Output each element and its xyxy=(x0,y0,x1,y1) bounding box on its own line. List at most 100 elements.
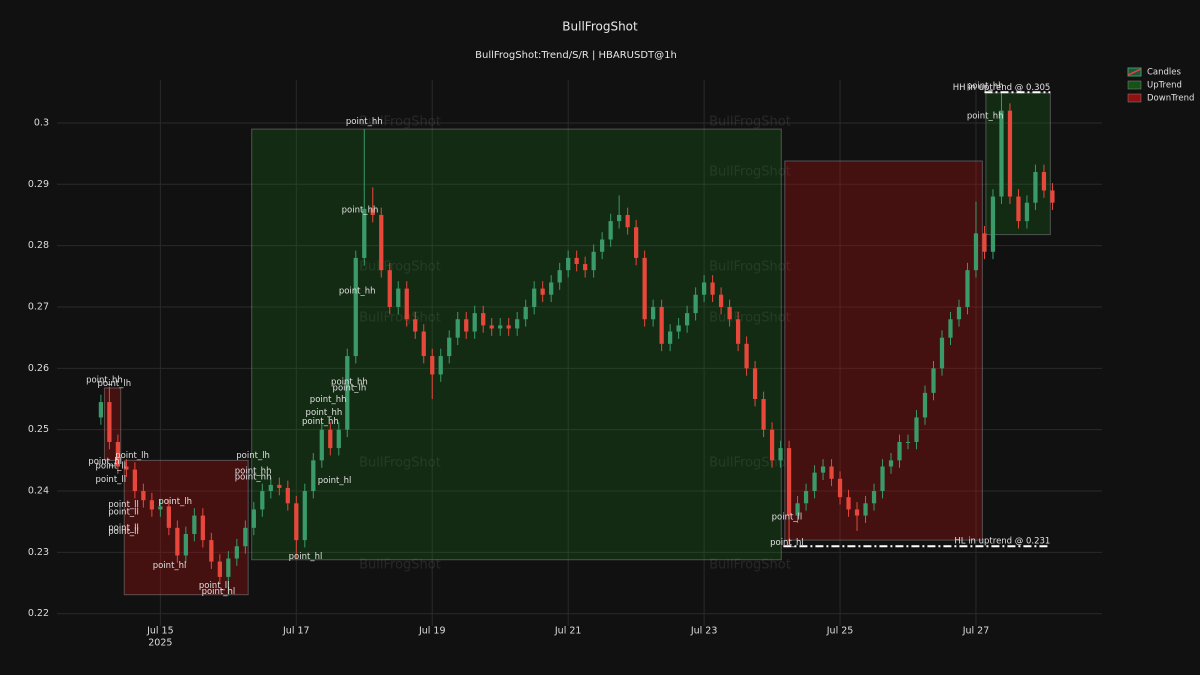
point-annotation: point_hh xyxy=(235,466,272,476)
candle-body xyxy=(684,313,690,326)
x-tick-label: Jul 27 xyxy=(962,626,990,637)
legend-swatch xyxy=(1127,93,1142,103)
candle-body xyxy=(888,460,894,467)
watermark: BullFrogShot xyxy=(359,115,441,130)
candle-body xyxy=(447,337,452,357)
y-tick-label: 0.3 xyxy=(34,117,49,128)
candle-body xyxy=(498,325,503,329)
candle-body xyxy=(226,558,231,577)
candle-body xyxy=(939,337,945,369)
candle-body xyxy=(141,491,146,501)
point-annotation: point_ll xyxy=(108,500,139,510)
candle-body xyxy=(931,368,936,393)
candle-body xyxy=(438,356,443,375)
x-tick-label: Jul 19 xyxy=(418,626,446,637)
point-annotation: point_hl xyxy=(153,561,187,571)
candle-body xyxy=(701,282,707,295)
candle-body xyxy=(362,208,367,258)
point-annotation: point_lh xyxy=(98,379,132,389)
chart-subtitle: BullFrogShot:Trend/S/R | HBARUSDT@1h xyxy=(475,50,677,61)
candle-body xyxy=(251,509,256,528)
point-annotation: point_hh xyxy=(331,377,368,387)
candle-body xyxy=(752,368,758,400)
legend-swatch xyxy=(1127,68,1142,76)
candle-body xyxy=(591,251,596,271)
candle-body xyxy=(566,257,571,271)
candle-body xyxy=(1024,202,1030,222)
candle-body xyxy=(345,356,350,430)
candle-body xyxy=(880,466,885,492)
candle-body xyxy=(693,294,698,314)
chart-title: BullFrogShot xyxy=(562,20,638,34)
point-annotation: point_hh xyxy=(306,408,343,418)
point-annotation: point_hh xyxy=(967,82,1004,92)
level-label: HL in uptrend @ 0.231 xyxy=(954,537,1050,547)
candle-body xyxy=(192,515,197,534)
candle-body xyxy=(965,270,970,307)
point-annotation: point_hh xyxy=(302,417,339,427)
candle-body xyxy=(1016,196,1021,222)
candle-body xyxy=(481,313,486,326)
point-annotation: point_ll xyxy=(108,527,139,537)
candle-body xyxy=(506,325,511,329)
candle-body xyxy=(999,110,1004,197)
candle-body xyxy=(98,402,104,418)
y-tick-label: 0.24 xyxy=(28,486,49,497)
candle-body xyxy=(149,500,154,510)
point-annotation: point_hh xyxy=(967,112,1004,122)
candle-body xyxy=(540,288,545,295)
candle-body xyxy=(294,503,299,541)
candle-body xyxy=(735,319,741,344)
candle-body xyxy=(234,546,239,559)
candle-body xyxy=(617,214,622,222)
watermark: BullFrogShot xyxy=(709,165,791,180)
watermark: BullFrogShot xyxy=(359,311,441,326)
candle-body xyxy=(667,331,673,344)
candle-body xyxy=(837,478,843,498)
point-annotation: point_hl xyxy=(289,552,323,562)
legend-item: Candles xyxy=(1127,67,1182,78)
y-tick-label: 0.28 xyxy=(28,240,49,251)
candle-body xyxy=(676,325,681,332)
candle-body xyxy=(642,257,647,320)
x-tick-label: Jul 23 xyxy=(690,626,718,637)
candle-body xyxy=(175,527,180,556)
candle-body xyxy=(727,306,732,320)
candle-body xyxy=(922,392,928,418)
candle-body xyxy=(786,448,792,516)
candle-body xyxy=(574,257,579,265)
candle-body xyxy=(285,487,290,504)
candle-body xyxy=(1041,172,1047,191)
point-annotation: point_ll xyxy=(95,461,126,471)
point-annotation: point_ll xyxy=(199,581,230,591)
candle-body xyxy=(328,429,333,449)
candle-body xyxy=(472,313,477,332)
candle-body xyxy=(973,233,979,271)
y-tick-label: 0.22 xyxy=(28,608,49,619)
legend-label: UpTrend xyxy=(1147,81,1182,91)
candle-body xyxy=(268,484,273,492)
point-annotation: point_hh xyxy=(86,375,123,385)
y-tick-label: 0.25 xyxy=(28,424,49,435)
candle-body xyxy=(430,356,435,375)
x-tick-label: Jul 15 xyxy=(146,626,174,637)
candle-body xyxy=(625,214,630,228)
candle-body xyxy=(854,509,860,516)
candle-body xyxy=(379,214,384,271)
y-tick-label: 0.27 xyxy=(28,301,49,312)
candle-body xyxy=(846,497,851,510)
point-annotation: point_ll xyxy=(108,523,139,533)
candle-body xyxy=(464,319,469,332)
watermark: BullFrogShot xyxy=(709,115,791,130)
x-tick-label: Jul 21 xyxy=(554,626,582,637)
candle-body xyxy=(319,429,324,461)
candle-body xyxy=(557,270,562,283)
candle-body xyxy=(1050,190,1055,203)
legend-label: Candles xyxy=(1147,68,1182,78)
candle-body xyxy=(107,402,112,442)
point-annotation: point_hl xyxy=(88,457,122,467)
candle-body xyxy=(634,227,639,258)
legend-item: DownTrend xyxy=(1127,93,1194,104)
x-tick-label: Jul 25 xyxy=(826,626,854,637)
candle-body xyxy=(744,343,749,369)
